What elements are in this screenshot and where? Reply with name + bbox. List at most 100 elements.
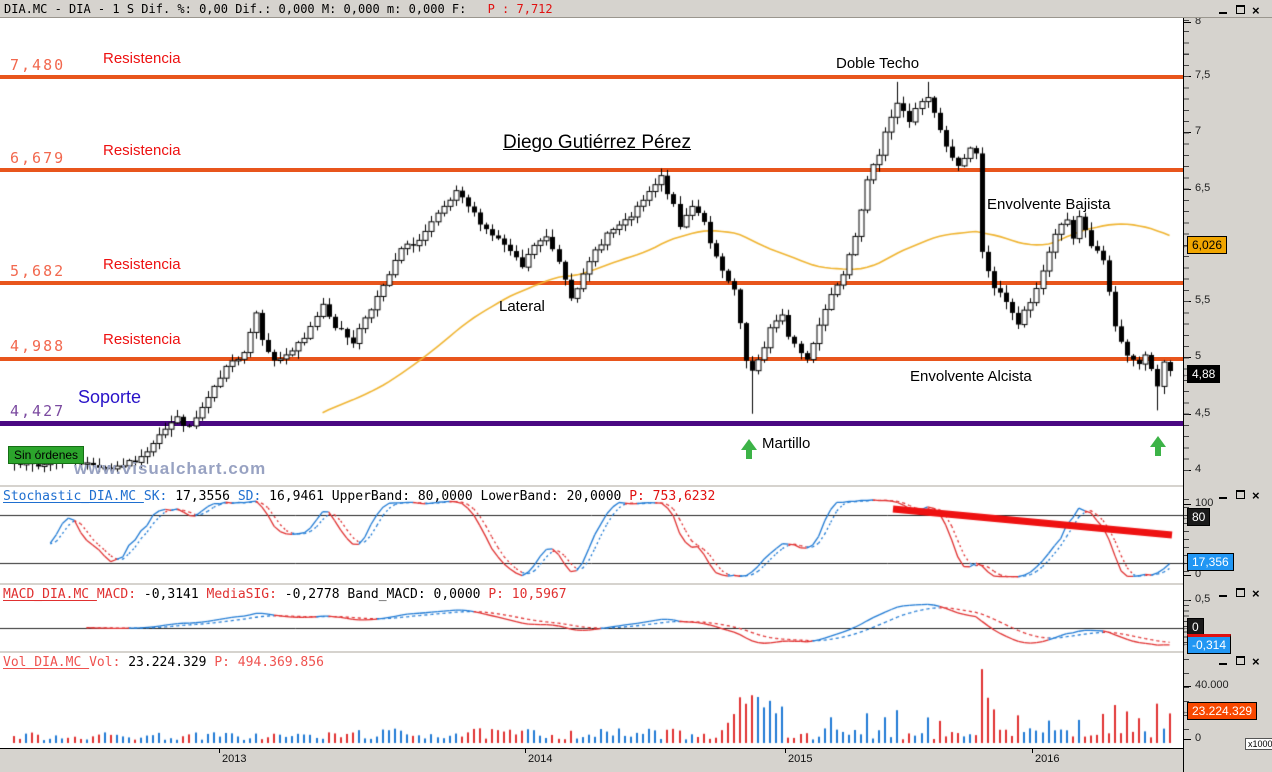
year-label: 2016 [1035,753,1060,765]
window-controls-macd [1217,586,1264,601]
level-price-label: 6,679 [10,149,66,167]
year-label: 2015 [788,753,813,765]
year-label: 2013 [222,753,247,765]
price-candles-canvas[interactable] [0,18,1183,485]
up-arrow-icon [1150,436,1166,457]
minimize-icon[interactable] [1217,4,1230,15]
volume-canvas[interactable] [0,653,1183,748]
arrow-head [1150,436,1166,447]
volume-header: Vol_DIA.MC Vol: 23.224.329 P: 494.369.85… [3,655,324,670]
level-price-label: 5,682 [10,262,66,280]
header-text-part: 16,9461 [269,489,332,504]
volume-scale-tick-label: 0 [1195,732,1202,744]
year-tick-mark [785,748,786,753]
minimize-icon[interactable] [1217,655,1230,666]
arrow-head [741,439,757,450]
chart-title-bar: DIA.MC - DIA - 1 S Dif. %: 0,00 Dif.: 0,… [0,0,1272,18]
badge-left-arrow-icon: ← [1181,622,1190,632]
header-text-part: P: 10,5967 [488,587,567,602]
badge-left-arrow-icon: ← [1181,638,1190,648]
annotation-text: Martillo [762,435,811,452]
last-price-text: P : 7,712 [487,2,553,16]
window-controls-main [1217,3,1264,18]
panel-divider[interactable] [0,485,1272,487]
maximize-icon[interactable] [1234,655,1247,666]
badge-left-arrow-icon: ← [1181,557,1190,567]
price-scale-tick-label: 4 [1195,463,1202,475]
time-axis [0,748,1183,772]
header-text-part: SD: [237,489,270,504]
header-text-part: Vol: [89,655,129,670]
header-text-part: MACD_DIA.MC [3,587,97,602]
badge-left-arrow-icon: ← [1181,240,1190,250]
no-orders-badge: Sin órdenes [8,446,85,464]
vol-minor-ticks [1184,659,1189,743]
year-label: 2014 [528,753,553,765]
stochastic-scale-value-badge: 80 [1187,508,1211,526]
volume-scale-value-badge: 23.224.329 [1187,702,1258,720]
close-icon[interactable] [1251,3,1264,18]
panel-divider[interactable] [0,583,1272,585]
header-text-part: SK: [143,489,176,504]
stochastic-canvas[interactable] [0,487,1183,583]
year-tick-mark [1032,748,1033,753]
volume-unit-label: x1000 [1245,738,1272,750]
panel-divider[interactable] [0,651,1272,653]
level-caption: Resistencia [103,142,181,159]
close-icon[interactable] [1251,488,1264,503]
up-arrow-icon [741,439,757,460]
price-scale-value-badge: 4,88 [1187,365,1221,383]
maximize-icon[interactable] [1234,4,1247,15]
arrow-stem [746,449,752,459]
header-text-part: 17,3556 [175,489,238,504]
header-text-part: MediaSIG: [206,587,285,602]
price-scale-tick-label: 8 [1195,15,1202,27]
main-minor-ticks [1184,20,1189,472]
annotation-text: Envolvente Bajista [987,196,1111,213]
visualchart-watermark: www.visualchart.com [74,459,267,478]
header-text-part: UpperBand: 80,0000 LowerBand: 20,0000 [331,489,630,504]
annotation-text: Envolvente Alcista [910,368,1032,385]
price-scale-tick-label: 6,5 [1195,182,1211,194]
window-controls-stochastic [1217,488,1264,503]
macd-minor-ticks [1184,600,1189,646]
price-scale-tick-label: 4,5 [1195,407,1211,419]
annotation-text: Diego Gutiérrez Pérez [503,132,691,153]
stochastic-header: Stochastic_DIA.MC SK: 17,3556 SD: 16,946… [3,489,715,504]
stochastic-scale-tick-label: 0 [1195,568,1202,580]
macd-canvas[interactable] [0,585,1183,651]
badge-left-arrow-icon: ← [1181,369,1190,379]
level-caption: Soporte [78,387,142,407]
price-scale-tick-label: 7,5 [1195,69,1211,81]
close-icon[interactable] [1251,586,1264,601]
header-text-part: P: 753,6232 [629,489,716,504]
macd-scale-tick-label: 0,5 [1195,593,1211,605]
header-text-part: MACD: [96,587,144,602]
minimize-icon[interactable] [1217,587,1230,598]
symbol-info-text: DIA.MC - DIA - 1 S Dif. %: 0,00 Dif.: 0,… [4,2,467,16]
price-scale-value-badge: 6,026 [1187,236,1228,254]
level-price-label: 7,480 [10,56,66,74]
stochastic-scale-value-badge: 17,356 [1187,553,1234,571]
close-icon[interactable] [1251,654,1264,669]
maximize-icon[interactable] [1234,489,1247,500]
price-scale-tick-label: 7 [1195,125,1202,137]
level-caption: Resistencia [103,50,181,67]
stochastic-scale-tick-label: 100 [1195,497,1214,509]
header-text-part: Band_MACD: 0,0000 [347,587,489,602]
maximize-icon[interactable] [1234,587,1247,598]
header-text-part: Stochastic_DIA.MC [3,489,144,504]
price-scale-tick-label: 5 [1195,350,1202,362]
level-price-label: 4,988 [10,337,66,355]
badge-left-arrow-icon: ← [1181,512,1190,522]
arrow-stem [1155,446,1161,456]
price-scale-tick-label: 5,5 [1195,294,1211,306]
annotation-text: Lateral [499,298,545,315]
window-controls-volume [1217,654,1264,669]
minimize-icon[interactable] [1217,489,1230,500]
header-text-part: P: 494.369.856 [214,655,324,670]
annotation-text: Doble Techo [836,55,920,72]
level-caption: Resistencia [103,256,181,273]
year-tick-mark [219,748,220,753]
